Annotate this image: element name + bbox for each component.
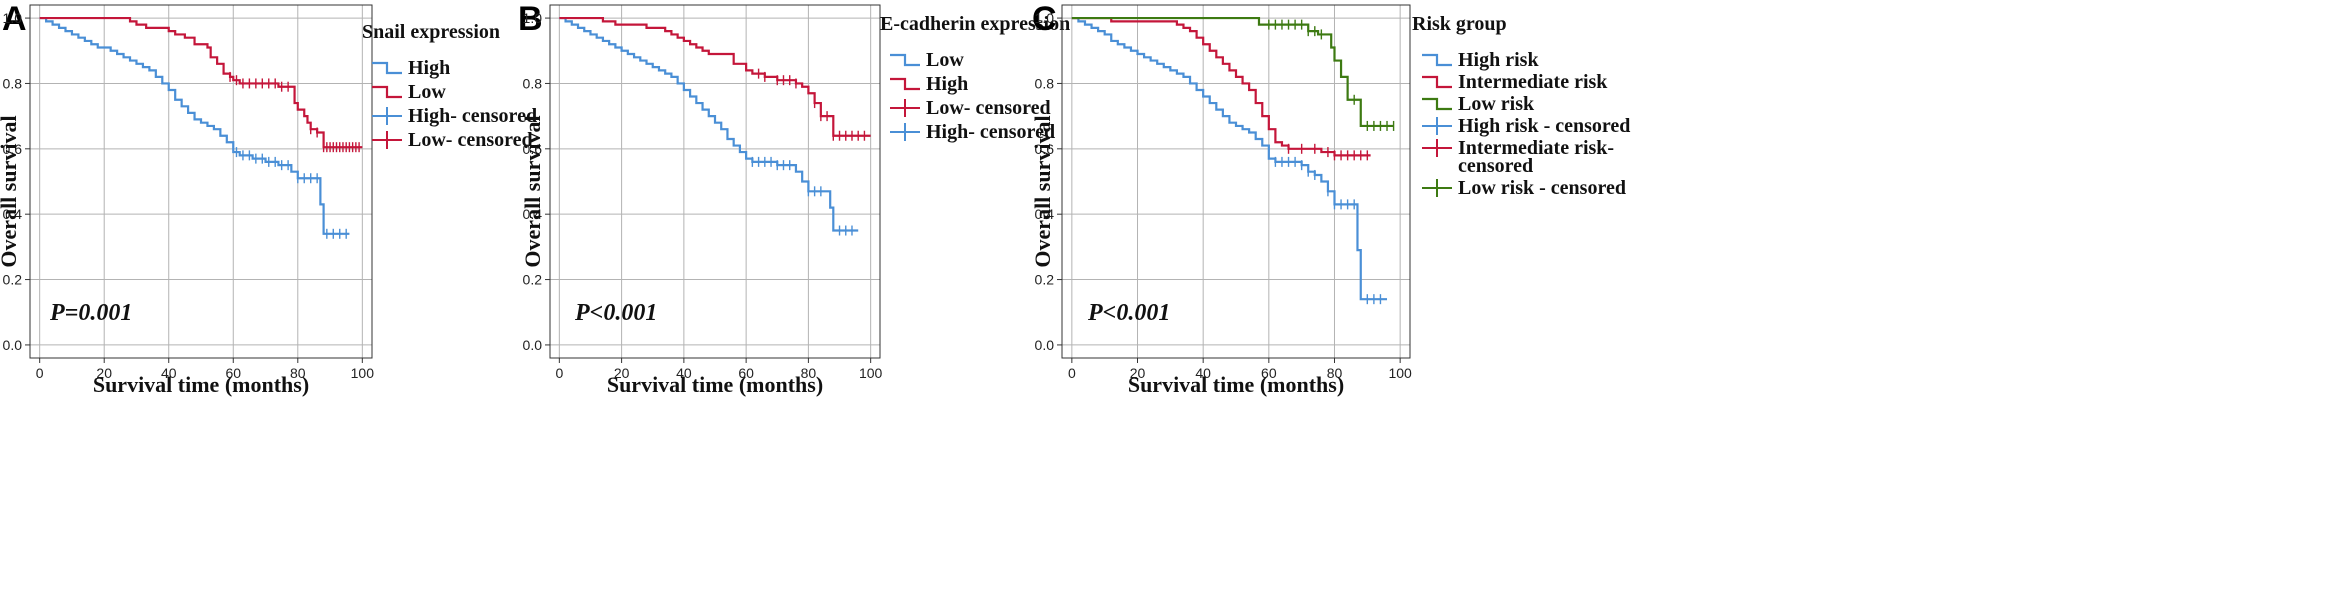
survival-curve-high: [559, 16, 871, 137]
legend-label: Low: [408, 81, 446, 103]
legend-label: Intermediate risk-: [1458, 137, 1614, 159]
y-tick-label: 0.8: [1035, 75, 1055, 91]
p-value: P<0.001: [1087, 300, 1170, 326]
survival-curve-low: [559, 16, 859, 232]
legend-swatch: [890, 53, 920, 67]
legend-title: Risk group: [1412, 13, 1507, 35]
y-axis-title: Overall survival: [520, 115, 545, 267]
y-tick-label: 0.2: [523, 272, 543, 288]
y-tick-label: 0.0: [1035, 337, 1055, 353]
legend-label: High- censored: [926, 121, 1055, 143]
y-tick-label: 0.4: [523, 206, 543, 222]
p-value: P=0.001: [49, 300, 132, 326]
legend-title: E-cadherin expression: [880, 13, 1070, 35]
legend-swatch: [1422, 53, 1452, 67]
x-tick-label: 100: [1388, 365, 1412, 381]
plot-frame: [549, 4, 881, 359]
legend-swatch: [890, 77, 920, 91]
y-axis-title: Overall survival: [0, 115, 21, 267]
y-tick-label: 0.0: [523, 337, 543, 353]
panel-c-chart: C 0 20 40 60 80 100 0.0 0.2 0.4 0.6 0.8 1.0 Survival …: [1030, 0, 1630, 397]
y-tick-label: 1.0: [3, 10, 23, 26]
legend-label: censored: [1458, 155, 1533, 177]
plot-frame: [29, 4, 373, 359]
y-tick-label: 0.4: [3, 206, 23, 222]
y-tick-label: 1.0: [523, 10, 543, 26]
legend-label: Low- censored: [408, 129, 533, 151]
x-tick-label: 80: [1327, 365, 1343, 381]
legend-label: High: [408, 57, 450, 79]
legend-title: Snail expression: [362, 21, 500, 43]
panel-letter: B: [518, 0, 543, 38]
x-tick-label: 20: [1130, 365, 1146, 381]
x-tick-label: 40: [676, 365, 692, 381]
legend-swatch: [1422, 97, 1452, 111]
y-tick-label: 0.0: [3, 337, 23, 353]
x-tick-label: 100: [859, 365, 883, 381]
legend-label: Intermediate risk: [1458, 71, 1608, 93]
legend-label: Low: [926, 49, 964, 71]
y-tick-label: 0.4: [1035, 206, 1055, 222]
x-axis-title: Survival time (months): [1128, 372, 1344, 397]
y-tick-label: 0.6: [3, 141, 23, 157]
x-tick-label: 80: [801, 365, 817, 381]
x-tick-label: 100: [351, 365, 375, 381]
survival-curve-intermediate-risk: [1071, 16, 1371, 157]
x-tick-label: 20: [614, 365, 630, 381]
x-tick-label: 20: [96, 365, 112, 381]
y-axis-title: Overall survival: [1030, 115, 1055, 267]
y-tick-label: 0.6: [1035, 141, 1055, 157]
x-tick-label: 40: [1195, 365, 1211, 381]
legend-label: Low- censored: [926, 97, 1051, 119]
p-value: P<0.001: [574, 300, 657, 326]
survival-curve-low-risk: [1071, 16, 1394, 128]
plot-frame: [1061, 4, 1411, 359]
legend-label: High- censored: [408, 105, 537, 127]
survival-curve-high: [39, 16, 350, 235]
y-tick-label: 1.0: [1035, 10, 1055, 26]
survival-curve-low: [39, 16, 363, 149]
y-tick-label: 0.8: [523, 75, 543, 91]
y-tick-label: 0.2: [3, 272, 23, 288]
legend-label: High: [926, 73, 968, 95]
x-tick-label: 80: [290, 365, 306, 381]
y-tick-label: 0.8: [3, 75, 23, 91]
legend-label: High risk: [1458, 49, 1539, 71]
x-tick-label: 60: [738, 365, 754, 381]
legend-swatch: [1422, 75, 1452, 89]
legend-swatch: [372, 61, 402, 75]
panel-b-chart: B 0 20 40 60 80 100 0.0 0.2 0.4 0.6 0.8 1.0 Survival …: [518, 0, 1070, 397]
panel-letter: A: [2, 0, 27, 38]
legend-label: High risk - censored: [1458, 115, 1630, 137]
legend-swatch: [372, 85, 402, 99]
x-tick-label: 0: [555, 365, 563, 381]
x-tick-label: 60: [225, 365, 241, 381]
x-axis-title: Survival time (months): [93, 372, 309, 397]
panel-a-chart: A 0 20 40 60 80 100 0.0 0.2 0.4 0.6 0.8 1.0 Survival …: [0, 0, 537, 397]
x-axis-title: Survival time (months): [607, 372, 823, 397]
x-tick-label: 0: [1068, 365, 1076, 381]
y-tick-label: 0.6: [523, 141, 543, 157]
y-tick-label: 0.2: [1035, 272, 1055, 288]
legend-label: Low risk: [1458, 93, 1535, 115]
legend-label: Low risk - censored: [1458, 177, 1626, 199]
x-tick-label: 40: [161, 365, 177, 381]
x-tick-label: 0: [36, 365, 44, 381]
panel-letter: C: [1032, 0, 1057, 38]
x-tick-label: 60: [1261, 365, 1277, 381]
